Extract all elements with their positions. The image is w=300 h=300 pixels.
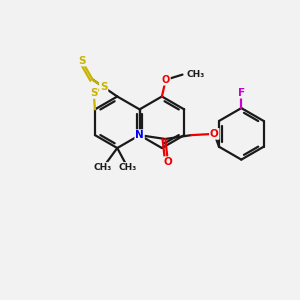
Text: O: O	[162, 75, 170, 85]
Text: CH₃: CH₃	[94, 163, 112, 172]
Text: CH₃: CH₃	[187, 70, 205, 79]
Text: CH₃: CH₃	[118, 163, 137, 172]
Text: F: F	[238, 88, 245, 98]
Text: S: S	[78, 56, 85, 66]
Text: O: O	[164, 157, 172, 167]
Text: O: O	[210, 129, 219, 139]
Text: S: S	[90, 88, 98, 98]
Text: N: N	[135, 130, 144, 140]
Text: S: S	[100, 82, 107, 92]
